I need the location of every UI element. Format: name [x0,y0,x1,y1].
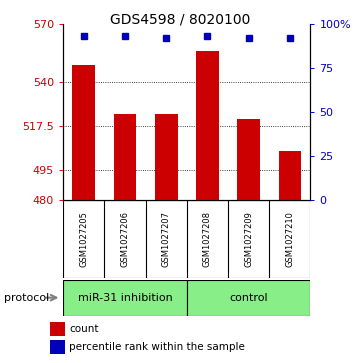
Text: GDS4598 / 8020100: GDS4598 / 8020100 [110,13,251,27]
Text: GSM1027207: GSM1027207 [162,211,171,267]
Bar [73,65,95,200]
Text: GSM1027210: GSM1027210 [285,211,294,266]
Text: GSM1027206: GSM1027206 [121,211,130,267]
Text: percentile rank within the sample: percentile rank within the sample [69,342,245,352]
Text: count: count [69,324,99,334]
Bar [155,114,178,200]
Bar [279,151,301,200]
Text: GSM1027209: GSM1027209 [244,211,253,266]
Bar [187,280,310,316]
Text: GSM1027205: GSM1027205 [79,211,88,266]
Bar [114,114,136,200]
Text: protocol: protocol [4,293,49,303]
Bar [237,119,260,200]
Text: miR-31 inhibition: miR-31 inhibition [78,293,172,303]
Bar [196,51,219,200]
Bar [63,280,187,316]
Bar [51,322,65,336]
Text: GSM1027208: GSM1027208 [203,211,212,267]
Bar [51,340,65,354]
Text: control: control [229,293,268,303]
